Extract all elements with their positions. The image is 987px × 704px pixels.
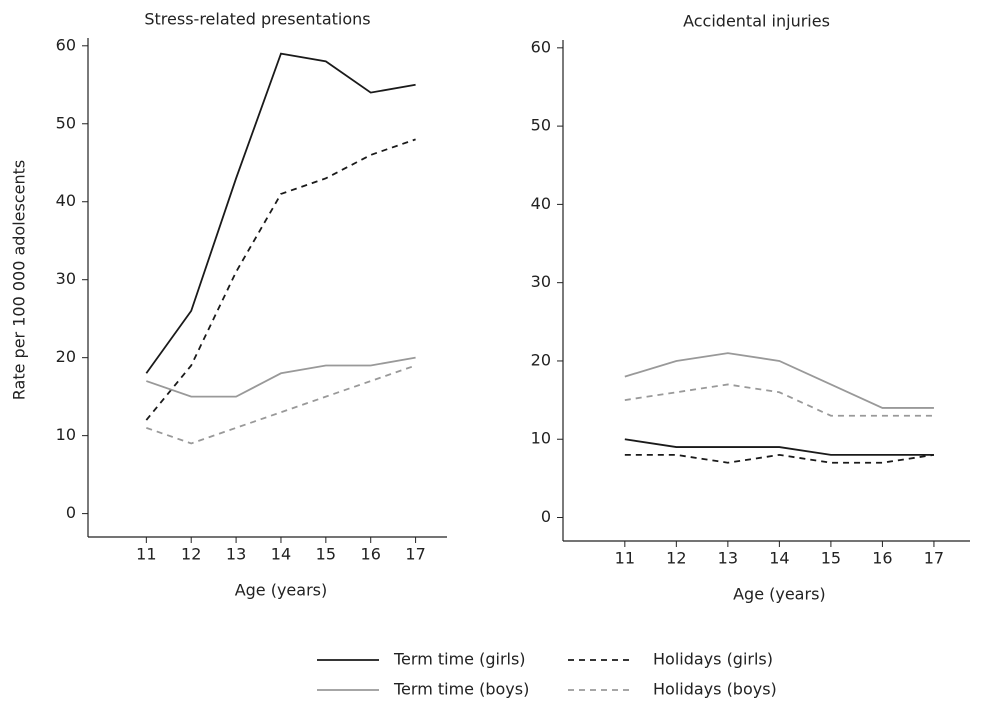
x-tick-label: 15 (316, 545, 336, 564)
chart-title: Stress-related presentations (144, 10, 370, 29)
x-axis-label: Age (years) (235, 581, 328, 600)
y-tick-label: 20 (531, 350, 551, 369)
y-tick-label: 30 (56, 269, 76, 288)
y-tick-label: 40 (56, 191, 76, 210)
y-tick-label: 10 (56, 425, 76, 444)
x-tick-label: 12 (181, 545, 201, 564)
y-axis-label: Rate per 100 000 adolescents (10, 160, 29, 400)
x-tick-label: 13 (718, 549, 738, 568)
y-tick-label: 50 (56, 113, 76, 132)
legend-label: Term time (girls) (393, 650, 526, 669)
x-tick-label: 17 (405, 545, 425, 564)
legend-label: Term time (boys) (393, 680, 529, 699)
legend-label: Holidays (girls) (653, 650, 773, 669)
x-tick-label: 11 (136, 545, 156, 564)
x-axis-label: Age (years) (733, 585, 826, 604)
series-line (624, 383, 934, 417)
x-tick-label: 17 (924, 549, 944, 568)
series-line (146, 356, 416, 398)
chart-title: Accidental injuries (683, 12, 830, 31)
y-tick-label: 60 (531, 37, 551, 56)
x-tick-label: 11 (615, 549, 635, 568)
y-tick-label: 0 (541, 507, 551, 526)
series-line (624, 453, 935, 464)
series-line (145, 52, 416, 374)
x-tick-label: 14 (769, 549, 789, 568)
x-tick-label: 16 (361, 545, 381, 564)
series-line (624, 352, 934, 409)
x-tick-label: 16 (872, 549, 892, 568)
x-tick-label: 13 (226, 545, 246, 564)
series-line (146, 364, 416, 445)
x-tick-label: 14 (271, 545, 291, 564)
x-tick-label: 12 (666, 549, 686, 568)
y-tick-label: 20 (56, 347, 76, 366)
y-tick-label: 60 (56, 35, 76, 54)
series-line (145, 138, 416, 421)
y-tick-label: 0 (66, 503, 76, 522)
y-tick-label: 40 (531, 194, 551, 213)
series-line (624, 438, 934, 456)
y-tick-label: 50 (531, 116, 551, 135)
y-tick-label: 30 (531, 272, 551, 291)
x-tick-label: 15 (821, 549, 841, 568)
legend-label: Holidays (boys) (653, 680, 777, 699)
y-tick-label: 10 (531, 429, 551, 448)
